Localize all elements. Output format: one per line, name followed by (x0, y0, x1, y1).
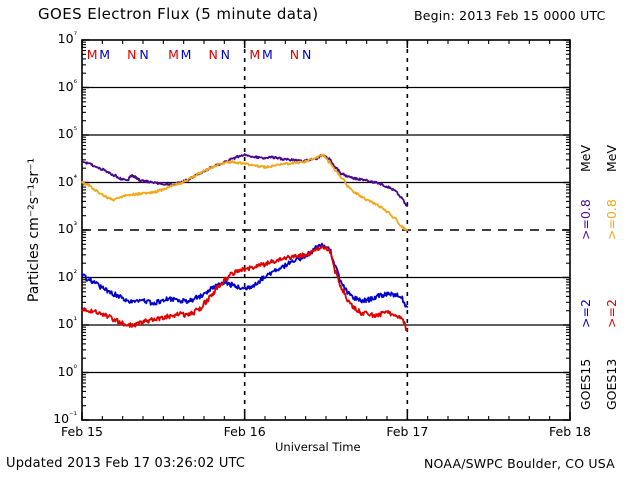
event-marker-m: M (261, 47, 273, 62)
event-marker-n: N (289, 47, 300, 62)
legend-goes15-label: GOES15 (578, 358, 593, 410)
y-tick-label: 10⁵ (57, 126, 77, 142)
x-tick-label: Feb 16 (223, 424, 266, 439)
event-marker-n: N (127, 47, 137, 62)
y-tick-label: 10⁴ (57, 173, 77, 189)
legend-goes13-2mev: >=2 (604, 299, 619, 328)
event-marker-m: M (168, 47, 179, 62)
event-marker-m: M (99, 47, 111, 62)
event-marker-n: N (302, 47, 312, 62)
series-line-2 (81, 242, 409, 308)
series-legend: GOES15 >=2 >=0.8 MeV GOES13 >=2 >=0.8 MeV (578, 120, 638, 410)
x-tick-label: Feb 18 (548, 424, 592, 439)
event-marker-m: M (86, 47, 98, 62)
event-marker-n: N (220, 47, 231, 62)
legend-goes15-2mev: >=2 (578, 299, 593, 328)
series-line-0 (81, 153, 409, 207)
y-tick-label: 10¹ (57, 316, 77, 332)
y-axis-tick-labels: 10⁻¹ 10⁰ 10¹ 10² 10³ 10⁴ 10⁵ 10⁶ 10⁷ (32, 0, 77, 480)
legend-column-goes13: GOES13 >=2 >=0.8 MeV (604, 120, 628, 410)
legend-column-goes15: GOES15 >=2 >=0.8 MeV (578, 120, 602, 410)
x-tick-label: Feb 15 (60, 424, 104, 439)
event-marker-m: M (249, 47, 261, 62)
x-tick-label: Feb 17 (386, 424, 429, 439)
series-line-3 (81, 244, 409, 332)
legend-goes15-08mev: >=0.8 (578, 199, 593, 240)
legend-goes15-unit: MeV (578, 144, 593, 172)
y-tick-label: 10² (57, 268, 77, 284)
x-axis-title: Universal Time (275, 440, 361, 454)
y-tick-label: 10⁷ (57, 31, 77, 47)
y-tick-label: 10³ (57, 221, 77, 237)
event-marker-m: M (180, 47, 192, 62)
legend-goes13-unit: MeV (604, 144, 619, 172)
y-tick-label: 10⁰ (57, 363, 77, 379)
source-credit: NOAA/SWPC Boulder, CO USA (424, 456, 615, 471)
page-title: GOES Electron Flux (5 minute data) (38, 5, 319, 23)
legend-goes13-08mev: >=0.8 (604, 199, 619, 240)
begin-time-label: Begin: 2013 Feb 15 0000 UTC (414, 8, 606, 23)
event-marker-n: N (139, 47, 149, 62)
series-line-1 (81, 153, 409, 231)
y-tick-label: 10⁶ (57, 78, 77, 94)
event-marker-n: N (208, 47, 218, 62)
updated-timestamp: Updated 2013 Feb 17 03:26:02 UTC (6, 456, 246, 471)
y-tick-label: 10⁻¹ (53, 411, 77, 427)
legend-goes13-label: GOES13 (604, 358, 619, 410)
